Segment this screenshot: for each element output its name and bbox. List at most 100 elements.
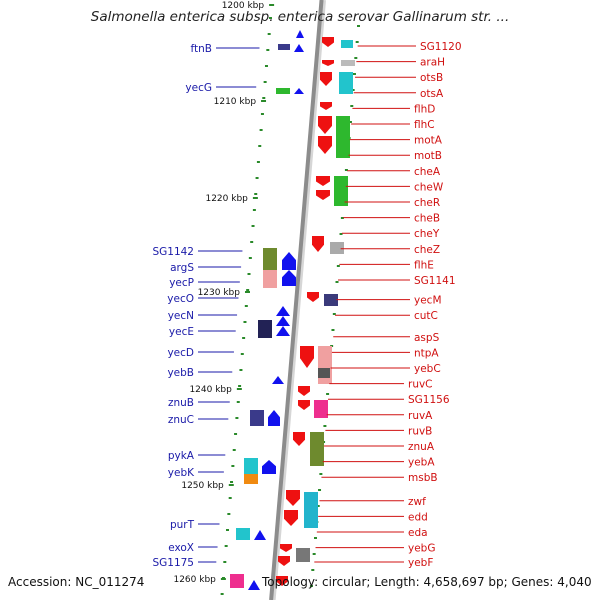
- gene-label: argS: [170, 262, 194, 274]
- cds-box: [314, 400, 328, 418]
- gene-arrow-forward: [276, 316, 290, 326]
- gene-arrow-reverse: [316, 190, 330, 200]
- gene-label: cheY: [414, 228, 440, 240]
- cds-box: [310, 432, 324, 466]
- gene-label: yecE: [169, 326, 194, 338]
- gene-label: yecM: [414, 295, 442, 307]
- gene-arrow-reverse: [298, 386, 310, 396]
- gene-label: pykA: [168, 450, 195, 462]
- gene-arrow-reverse: [307, 292, 319, 302]
- cds-box: [263, 248, 277, 270]
- gene-arrow-forward: [282, 270, 296, 286]
- cds-box: [318, 346, 332, 384]
- cds-box: [276, 88, 290, 94]
- scale-tick-label: 1250 kbp: [181, 481, 224, 491]
- cds-box: [334, 176, 348, 206]
- cds-box: [339, 72, 353, 94]
- gene-label: purT: [170, 519, 195, 531]
- gene-arrow-reverse: [320, 102, 332, 110]
- gene-label: yecO: [167, 293, 194, 305]
- gene-arrow-reverse: [318, 116, 332, 134]
- scale-tick-label: 1240 kbp: [189, 385, 232, 395]
- cds-box: [341, 40, 353, 48]
- gene-arrow-reverse: [312, 236, 324, 252]
- gene-arrow-reverse: [318, 136, 332, 154]
- gene-arrow-reverse: [298, 400, 310, 410]
- gene-label: SG1175: [152, 557, 194, 569]
- gene-label: otsB: [420, 72, 443, 84]
- cds-box: [324, 294, 338, 306]
- gene-arrow-forward: [254, 530, 266, 540]
- gene-arrow-forward: [282, 252, 296, 270]
- gene-label: araH: [420, 57, 445, 69]
- gene-arrow-reverse: [300, 346, 314, 368]
- gene-label: cheZ: [414, 244, 440, 256]
- gene-label: cheB: [414, 213, 440, 225]
- gene-label: ruvB: [408, 425, 432, 437]
- gene-label: yebF: [408, 557, 433, 569]
- gene-arrow-forward: [294, 88, 304, 94]
- gene-label: yebG: [408, 543, 435, 555]
- gene-arrow-forward: [262, 460, 276, 474]
- scale-tick-label: 1210 kbp: [214, 97, 257, 107]
- gene-label: SG1142: [152, 246, 194, 258]
- cds-box: [330, 242, 344, 254]
- gene-arrow-forward: [272, 376, 284, 384]
- gene-arrow-reverse: [284, 510, 298, 526]
- genome-title: Salmonella enterica subsp. enterica sero…: [90, 9, 510, 25]
- gene-arrow-forward: [276, 326, 290, 336]
- gene-arrow-reverse: [278, 556, 290, 566]
- gene-arrow-forward: [276, 306, 290, 316]
- cds-box: [236, 528, 250, 540]
- gene-label: yebK: [168, 467, 195, 479]
- gene-arrow-reverse: [316, 176, 330, 186]
- gene-arrow-forward: [268, 410, 280, 426]
- gene-label: zwf: [408, 496, 426, 508]
- gene-label: aspS: [414, 332, 440, 344]
- gene-arrow-forward: [294, 44, 304, 52]
- cds-box: [263, 270, 277, 288]
- gene-label: ftnB: [191, 43, 213, 55]
- cds-box: [304, 492, 318, 528]
- gene-label: yecG: [185, 82, 212, 94]
- gene-label: flhC: [414, 119, 435, 131]
- gene-label: ruvC: [408, 379, 433, 391]
- gene-label: SG1156: [408, 394, 450, 406]
- cds-box: [230, 574, 244, 588]
- gene-label: eda: [408, 527, 428, 539]
- scale-tick-label: 1220 kbp: [205, 194, 248, 204]
- gene-label: edd: [408, 511, 428, 523]
- scale-tick-label: 1260 kbp: [173, 575, 216, 585]
- gene-label: yecD: [167, 347, 194, 359]
- gene-arrow-reverse: [322, 60, 334, 66]
- cds-box: [244, 474, 258, 484]
- gene-arrow-reverse: [286, 490, 300, 506]
- gene-label: yecP: [169, 277, 194, 289]
- cds-box: [258, 320, 272, 338]
- gene-label: yecN: [168, 310, 194, 322]
- gene-label: ntpA: [414, 347, 439, 359]
- gene-label: cheW: [414, 181, 444, 193]
- gene-label: cutC: [414, 310, 438, 322]
- gene-label: yebC: [414, 363, 441, 375]
- gene-label: motB: [414, 150, 442, 162]
- gene-label: flhD: [414, 103, 435, 115]
- gene-arrow-reverse: [280, 544, 292, 552]
- gene-arrow-forward: [296, 30, 304, 38]
- gene-label: otsA: [420, 88, 444, 100]
- gene-arrow-reverse: [276, 576, 288, 586]
- cds-box: [244, 458, 258, 474]
- gene-label: exoX: [168, 542, 194, 554]
- scale-tick-label: 1200 kbp: [222, 1, 265, 11]
- gene-label: yebA: [408, 457, 435, 469]
- gene-label: SG1120: [420, 41, 462, 53]
- scale-tick-label: 1230 kbp: [198, 288, 241, 298]
- gene-label: znuB: [168, 397, 194, 409]
- gene-label: SG1141: [414, 275, 456, 287]
- cds-box: [296, 548, 310, 562]
- gene-label: cheR: [414, 197, 440, 209]
- cds-box: [278, 44, 290, 50]
- cds-box: [336, 116, 350, 158]
- gene-label: ruvA: [408, 410, 433, 422]
